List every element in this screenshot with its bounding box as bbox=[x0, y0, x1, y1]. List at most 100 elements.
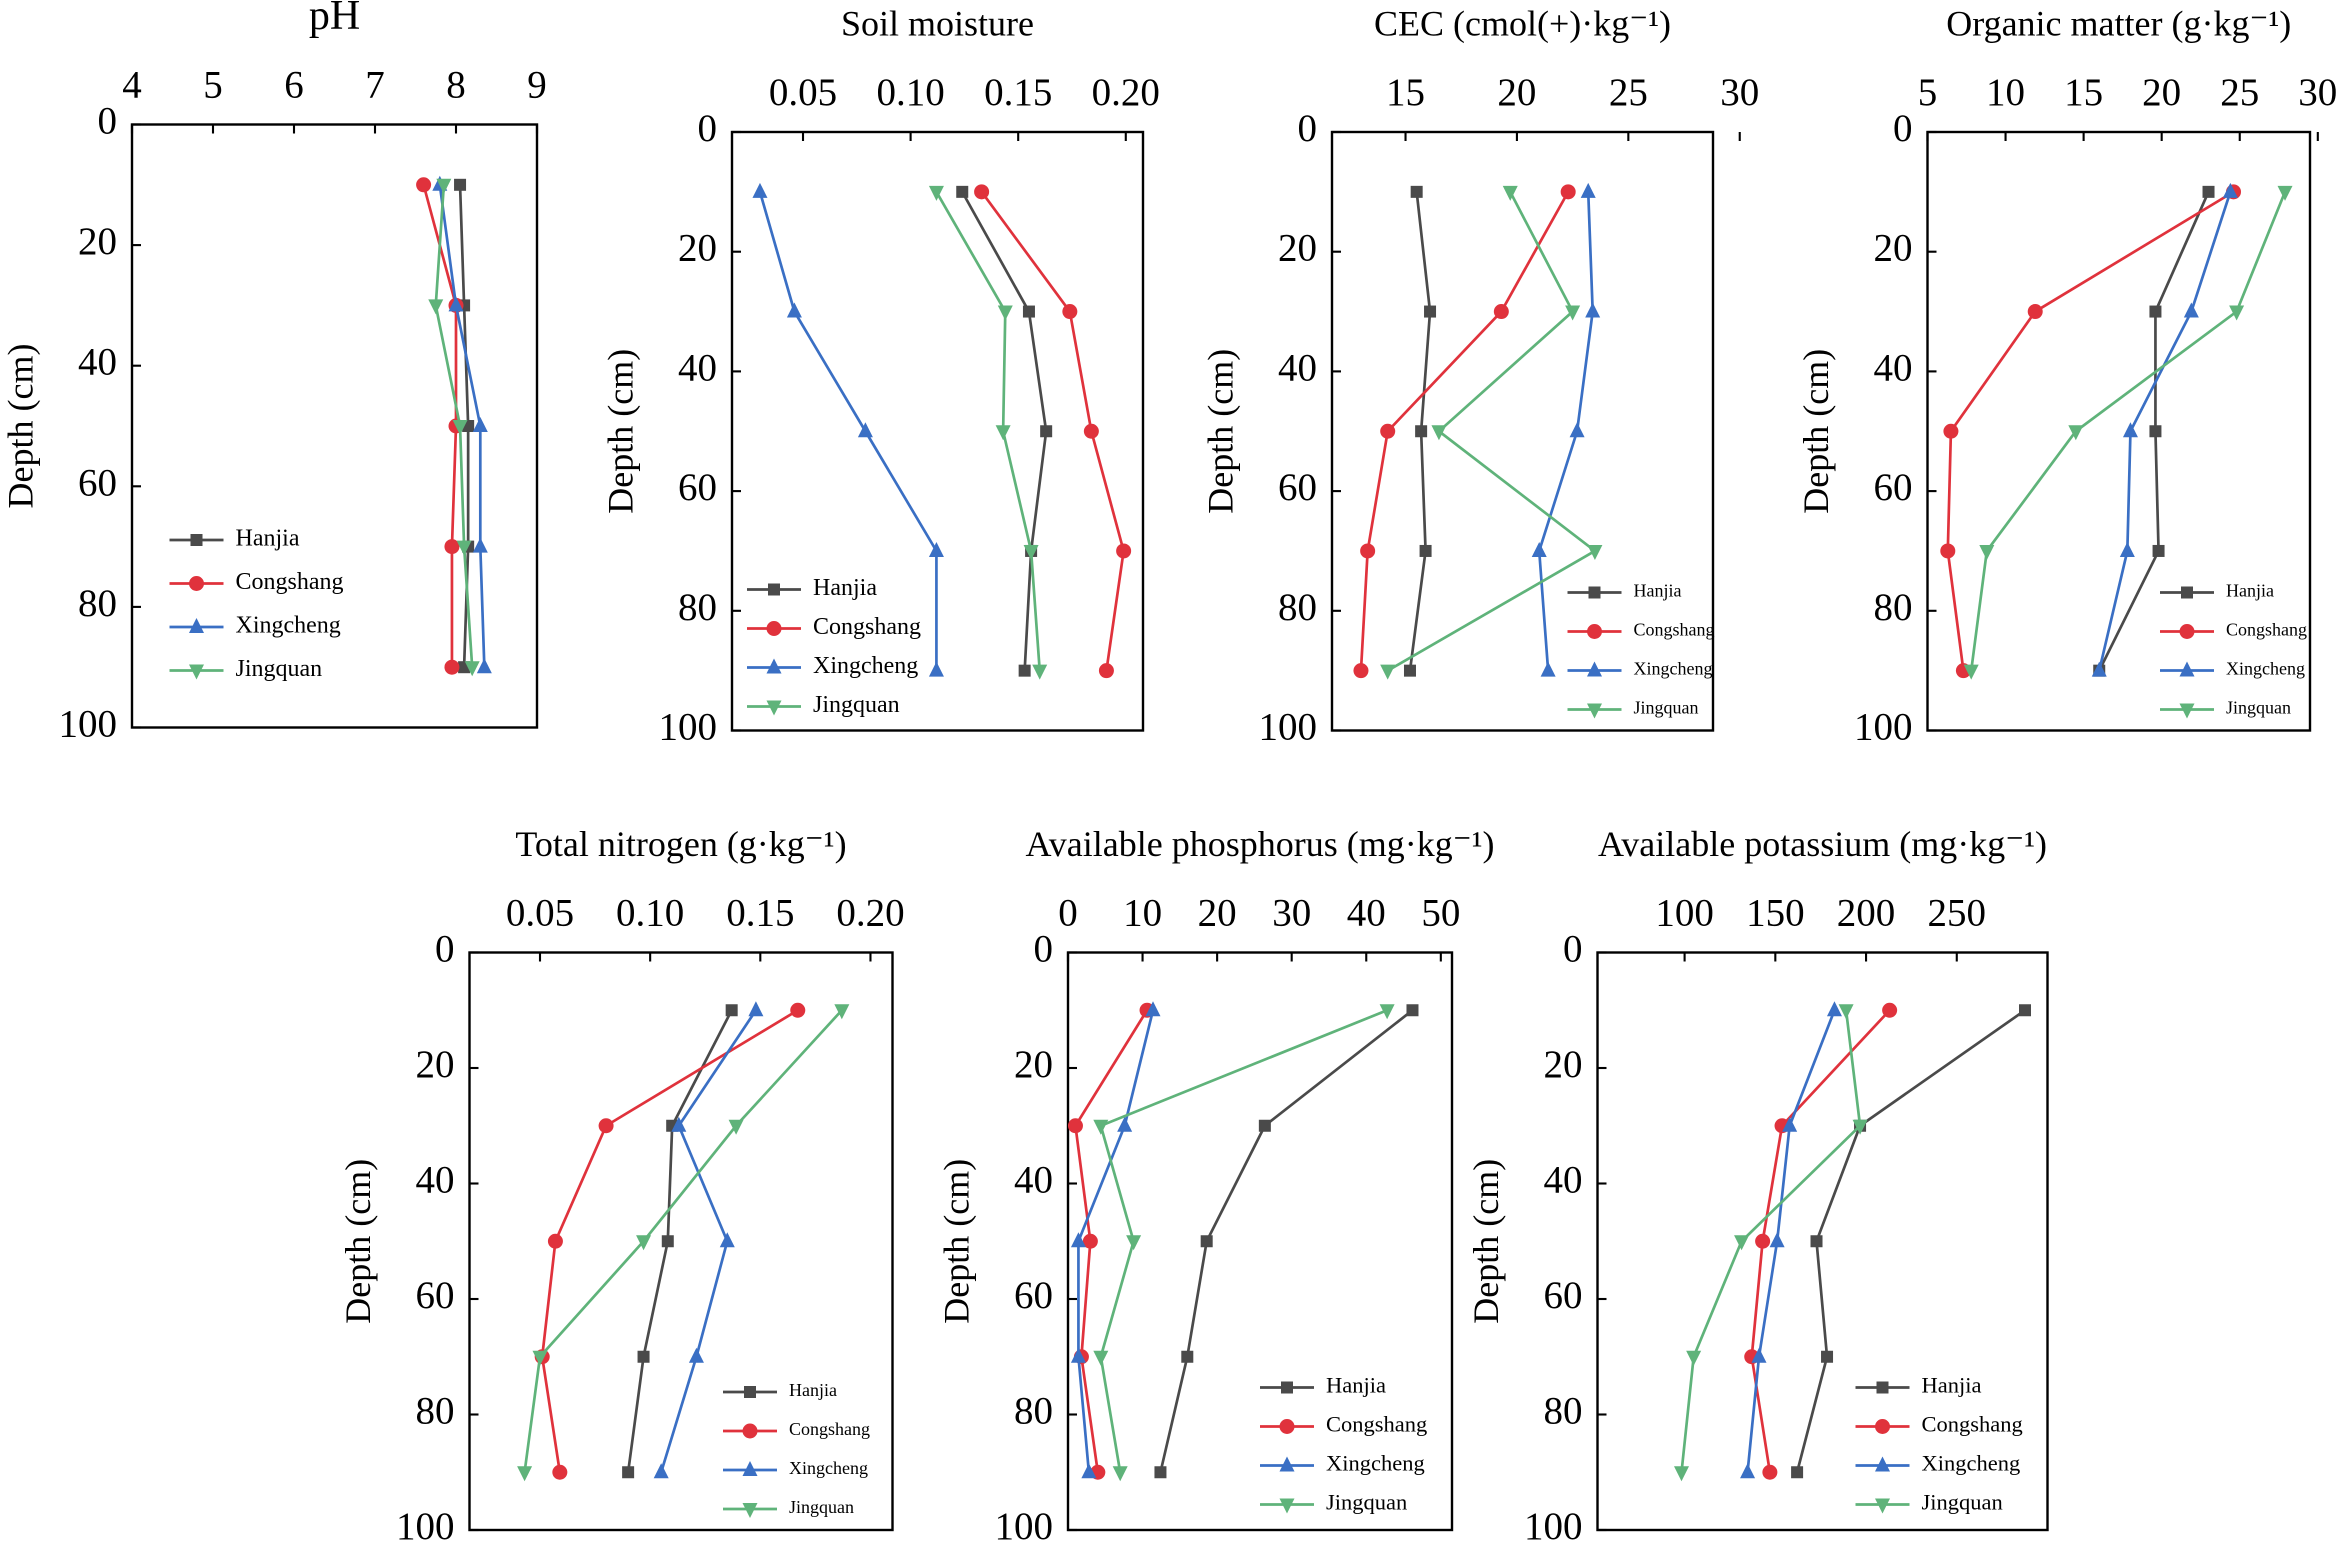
y-tick-label: 40 bbox=[1544, 1158, 1583, 1201]
data-point bbox=[653, 1463, 669, 1479]
legend-label: Xingcheng bbox=[813, 653, 918, 679]
series-line bbox=[659, 1009, 758, 1473]
x-tick-label: 0.05 bbox=[506, 891, 574, 934]
legend-label: Congshang bbox=[1634, 620, 1715, 640]
y-tick-label: 40 bbox=[1278, 346, 1317, 389]
y-axis-label: Depth (cm) bbox=[1466, 1159, 1506, 1324]
legend-label: Hanjia bbox=[1326, 1373, 1386, 1398]
legend-marker bbox=[1875, 1419, 1890, 1434]
legend-label: Congshang bbox=[1326, 1412, 1427, 1437]
x-tick-label: 9 bbox=[527, 63, 547, 106]
data-point bbox=[956, 185, 969, 198]
legend-marker bbox=[189, 664, 204, 680]
data-point bbox=[1070, 1347, 1086, 1363]
data-point bbox=[1067, 1118, 1083, 1134]
data-point bbox=[1062, 304, 1078, 320]
data-point bbox=[1963, 664, 1979, 680]
plot-frame bbox=[1066, 951, 1454, 1532]
data-point bbox=[517, 1466, 533, 1482]
data-point bbox=[1181, 1350, 1194, 1363]
legend-label: Hanjia bbox=[789, 1380, 837, 1400]
series-line bbox=[1946, 190, 2235, 671]
legend-marker bbox=[1587, 624, 1602, 639]
data-point bbox=[1410, 185, 1423, 198]
chart-title: Soil moisture bbox=[841, 3, 1034, 43]
legend-label: Hanjia bbox=[236, 526, 300, 552]
series-line bbox=[1159, 1009, 1414, 1473]
data-point bbox=[598, 1118, 614, 1134]
legend-marker bbox=[1587, 703, 1602, 719]
data-point bbox=[456, 540, 472, 556]
data-point bbox=[1838, 1004, 1854, 1020]
data-point bbox=[786, 302, 802, 318]
data-point bbox=[1580, 182, 1596, 198]
data-point bbox=[1740, 1463, 1756, 1479]
data-point bbox=[1098, 663, 1114, 679]
x-tick-label: 0 bbox=[1058, 891, 1078, 934]
y-tick-label: 20 bbox=[1278, 227, 1317, 270]
legend-marker bbox=[1587, 661, 1602, 677]
legend-marker bbox=[742, 1461, 758, 1476]
legend-marker bbox=[1588, 586, 1601, 599]
chart-title: Organic matter (g·kg⁻¹) bbox=[1946, 3, 2291, 43]
data-point bbox=[1734, 1235, 1750, 1251]
data-point bbox=[472, 537, 488, 553]
y-tick-label: 60 bbox=[78, 461, 117, 504]
y-tick-label: 20 bbox=[678, 227, 717, 270]
y-axis-label: Depth (cm) bbox=[338, 1159, 378, 1324]
chart-title: CEC (cmol(+)·kg⁻¹) bbox=[1374, 3, 1671, 43]
data-point bbox=[476, 658, 492, 674]
data-point bbox=[752, 182, 768, 198]
legend-label: Jingquan bbox=[789, 1497, 854, 1517]
x-tick-label: 5 bbox=[203, 63, 223, 106]
y-tick-label: 40 bbox=[1014, 1158, 1053, 1201]
y-tick-label: 20 bbox=[1014, 1043, 1053, 1086]
data-point bbox=[1023, 544, 1039, 560]
y-tick-label: 40 bbox=[1874, 346, 1913, 389]
x-tick-label: 10 bbox=[1986, 71, 2025, 114]
legend-marker bbox=[766, 700, 782, 716]
data-point bbox=[1116, 543, 1132, 559]
data-point bbox=[1686, 1350, 1702, 1366]
data-point bbox=[2202, 185, 2215, 198]
y-tick-label: 80 bbox=[1874, 586, 1913, 629]
x-tick-label: 7 bbox=[365, 63, 385, 106]
data-point bbox=[1126, 1235, 1142, 1251]
legend-marker bbox=[742, 1423, 758, 1439]
data-point bbox=[2122, 422, 2138, 438]
data-point bbox=[1565, 305, 1581, 321]
legend-marker bbox=[1876, 1381, 1889, 1394]
data-point bbox=[2149, 425, 2162, 438]
data-point bbox=[532, 1350, 548, 1366]
data-point bbox=[1145, 1001, 1161, 1017]
y-tick-label: 100 bbox=[396, 1505, 455, 1548]
plot-frame bbox=[130, 123, 539, 729]
x-tick-label: 0.10 bbox=[616, 891, 684, 934]
data-point bbox=[1751, 1347, 1767, 1363]
y-tick-label: 40 bbox=[416, 1158, 455, 1201]
data-point bbox=[1762, 1464, 1778, 1480]
data-point bbox=[1112, 1466, 1128, 1482]
data-point bbox=[661, 1235, 674, 1248]
y-tick-label: 60 bbox=[416, 1274, 455, 1317]
series-line bbox=[1795, 1009, 2026, 1473]
data-point bbox=[2222, 182, 2238, 198]
data-point bbox=[928, 185, 944, 201]
data-point bbox=[928, 541, 944, 557]
data-point bbox=[1755, 1233, 1771, 1249]
data-point bbox=[1979, 544, 1995, 560]
data-point bbox=[636, 1235, 652, 1251]
y-axis-label: Depth (cm) bbox=[936, 1159, 976, 1324]
x-tick-label: 30 bbox=[1272, 891, 1311, 934]
y-tick-label: 0 bbox=[698, 107, 718, 150]
data-point bbox=[1154, 1466, 1167, 1479]
x-tick-label: 40 bbox=[1347, 891, 1386, 934]
series-line bbox=[935, 191, 1042, 671]
data-point bbox=[436, 178, 452, 194]
x-tick-label: 200 bbox=[1837, 891, 1896, 934]
y-axis-label: Depth (cm) bbox=[600, 349, 640, 514]
series-line bbox=[2097, 191, 2232, 671]
data-point bbox=[1810, 1235, 1823, 1248]
y-tick-label: 0 bbox=[1893, 107, 1913, 150]
